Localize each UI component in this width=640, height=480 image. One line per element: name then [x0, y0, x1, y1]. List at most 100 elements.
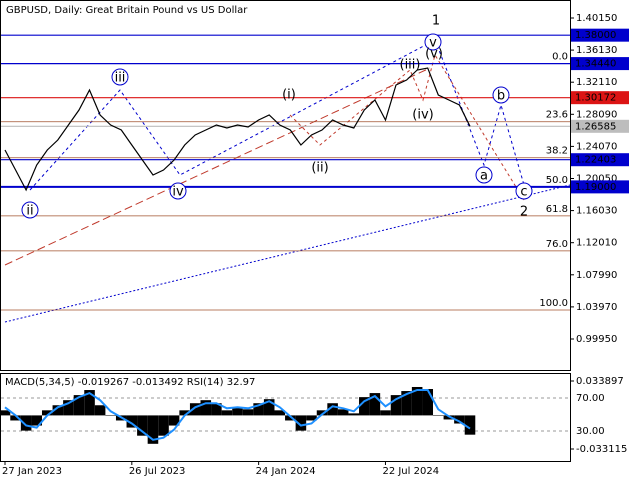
macd-bar	[147, 415, 159, 444]
trend-line	[4, 184, 571, 323]
macd-bar	[63, 400, 74, 416]
level-box	[571, 28, 629, 42]
macd-bar	[380, 410, 391, 416]
level-label: 1.38000	[575, 30, 616, 41]
rsi-level-label: 70.00	[576, 393, 605, 404]
fib-label: 50.0	[546, 175, 568, 186]
macd-bar	[20, 415, 32, 431]
macd-bar	[179, 410, 190, 416]
annotation: 1	[432, 14, 440, 29]
macd-bar	[126, 415, 138, 428]
annotation-circle	[169, 182, 187, 200]
wave-path	[434, 39, 525, 186]
macd-bar	[454, 415, 465, 424]
y-tick-label: 0.033897	[576, 376, 624, 387]
fib-label: 38.2	[546, 146, 568, 157]
x-tick-label: 26 Jul 2023	[129, 466, 186, 477]
level-label: 1.22403	[575, 155, 616, 166]
y-tick-label: 1.20050	[576, 173, 617, 184]
signal-line	[4, 389, 471, 441]
annotation-circle	[492, 86, 510, 104]
level-box	[571, 119, 629, 133]
trend-line	[4, 67, 431, 266]
macd-bar	[242, 409, 254, 416]
macd-bar	[232, 407, 243, 416]
y-tick-label: 1.40150	[576, 13, 617, 24]
macd-bar	[31, 415, 42, 426]
macd-bar	[422, 389, 434, 416]
macd-bar	[94, 405, 106, 416]
level-label: 1.19000	[575, 182, 616, 193]
level-box	[571, 180, 629, 194]
y-tick-label: 1.28090	[576, 109, 617, 120]
annotation: (v)	[425, 47, 443, 62]
macd-bar	[211, 403, 222, 416]
macd-bar	[433, 415, 444, 416]
fib-label: 61.8	[546, 204, 568, 215]
annotation-circle	[111, 68, 129, 86]
macd-bar	[158, 415, 169, 436]
macd-bar	[41, 410, 53, 416]
macd-bar	[221, 410, 233, 416]
macd-bar	[0, 410, 11, 416]
macd-bar	[105, 415, 116, 416]
annotation: v	[429, 36, 437, 51]
fib-label: 76.0	[546, 239, 568, 250]
y-tick-label: 1.32110	[576, 77, 617, 88]
level-label: 1.30172	[575, 93, 616, 104]
annotation: a	[480, 169, 488, 184]
annotation-circle	[424, 33, 442, 51]
fib-label: 0.0	[552, 52, 568, 63]
x-tick-label: 24 Jan 2024	[256, 466, 316, 477]
macd-bar	[274, 410, 286, 416]
macd-bar	[10, 415, 21, 421]
macd-bar	[327, 403, 338, 416]
macd-bar	[253, 403, 264, 416]
annotation-circle	[21, 201, 39, 219]
macd-bar	[168, 415, 180, 426]
level-label: 1.26585	[575, 121, 616, 132]
level-box	[571, 153, 629, 167]
indicator-panel	[0, 373, 571, 462]
macd-bar	[52, 405, 64, 416]
level-label: 1.34440	[575, 59, 616, 70]
annotation: 2	[520, 205, 528, 220]
wave-path	[29, 39, 436, 191]
annotation: c	[520, 185, 527, 200]
macd-bar	[464, 415, 476, 435]
y-tick-label: 1.16030	[576, 206, 617, 217]
x-tick-label: 22 Jul 2024	[382, 466, 439, 477]
price-line	[4, 67, 471, 192]
annotation: iv	[172, 185, 184, 200]
annotation-circle	[515, 182, 533, 200]
macd-bar	[200, 400, 212, 416]
macd-bar	[348, 413, 360, 416]
macd-bar	[306, 415, 317, 421]
annotation: (iv)	[412, 108, 433, 123]
level-box	[571, 57, 629, 71]
macd-bar	[337, 409, 349, 416]
y-tick-label: 1.12010	[576, 238, 617, 249]
annotation-circle	[475, 166, 493, 184]
annotation: (i)	[282, 88, 296, 103]
annotation: (iii)	[400, 58, 421, 73]
macd-bar	[411, 386, 423, 416]
macd-bar	[73, 395, 85, 416]
macd-bar	[263, 399, 275, 416]
y-tick-label: -0.033115	[576, 444, 627, 455]
wave-path	[289, 53, 525, 201]
macd-bar	[137, 415, 148, 436]
annotation: (ii)	[311, 161, 328, 176]
annotation: ii	[26, 204, 33, 219]
macd-bar	[390, 395, 402, 416]
y-tick-label: 1.03970	[576, 302, 617, 313]
main-panel	[0, 0, 571, 371]
annotation: b	[497, 89, 505, 104]
annotation: iii	[115, 71, 126, 86]
macd-bar	[285, 415, 296, 421]
fib-label: 23.6	[546, 110, 568, 121]
y-tick-label: 1.07990	[576, 270, 617, 281]
macd-bar	[369, 393, 381, 416]
